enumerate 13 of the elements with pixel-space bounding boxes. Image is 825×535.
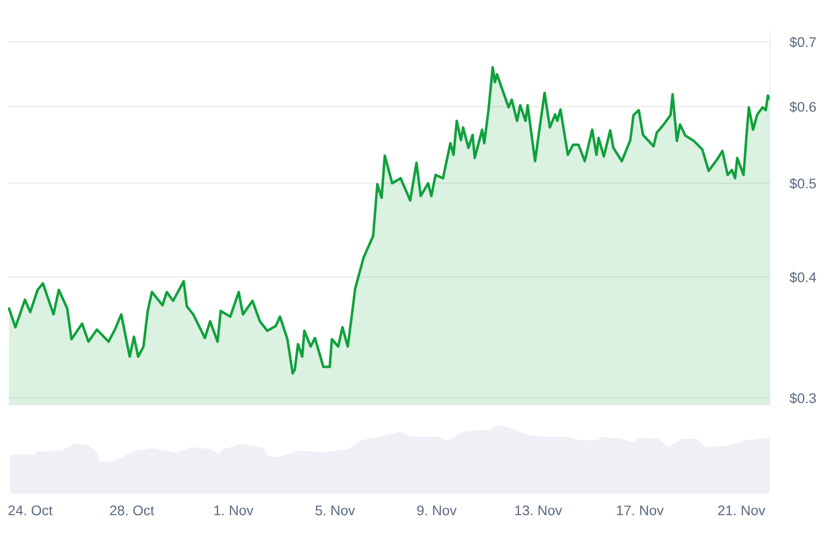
x-tick-label: 13. Nov [515,505,562,516]
x-tick-label: 5. Nov [316,506,356,516]
y-tick-label: $0.6 [790,101,816,113]
y-tick-label: $0.4 [790,272,816,284]
x-tick-label: 28. Oct [110,505,154,516]
y-tick-label: $0.7 [790,36,816,48]
y-tick-label: $0.3 [790,392,816,404]
x-tick-label: 17. Nov [616,506,664,516]
x-tick-label: 1. Nov [214,506,254,516]
x-tick-label: 21. Nov [718,505,766,516]
y-tick-label: $0.5 [790,178,816,190]
x-tick-label: 9. Nov [417,505,457,516]
x-tick-label: 24. Oct [8,505,53,516]
